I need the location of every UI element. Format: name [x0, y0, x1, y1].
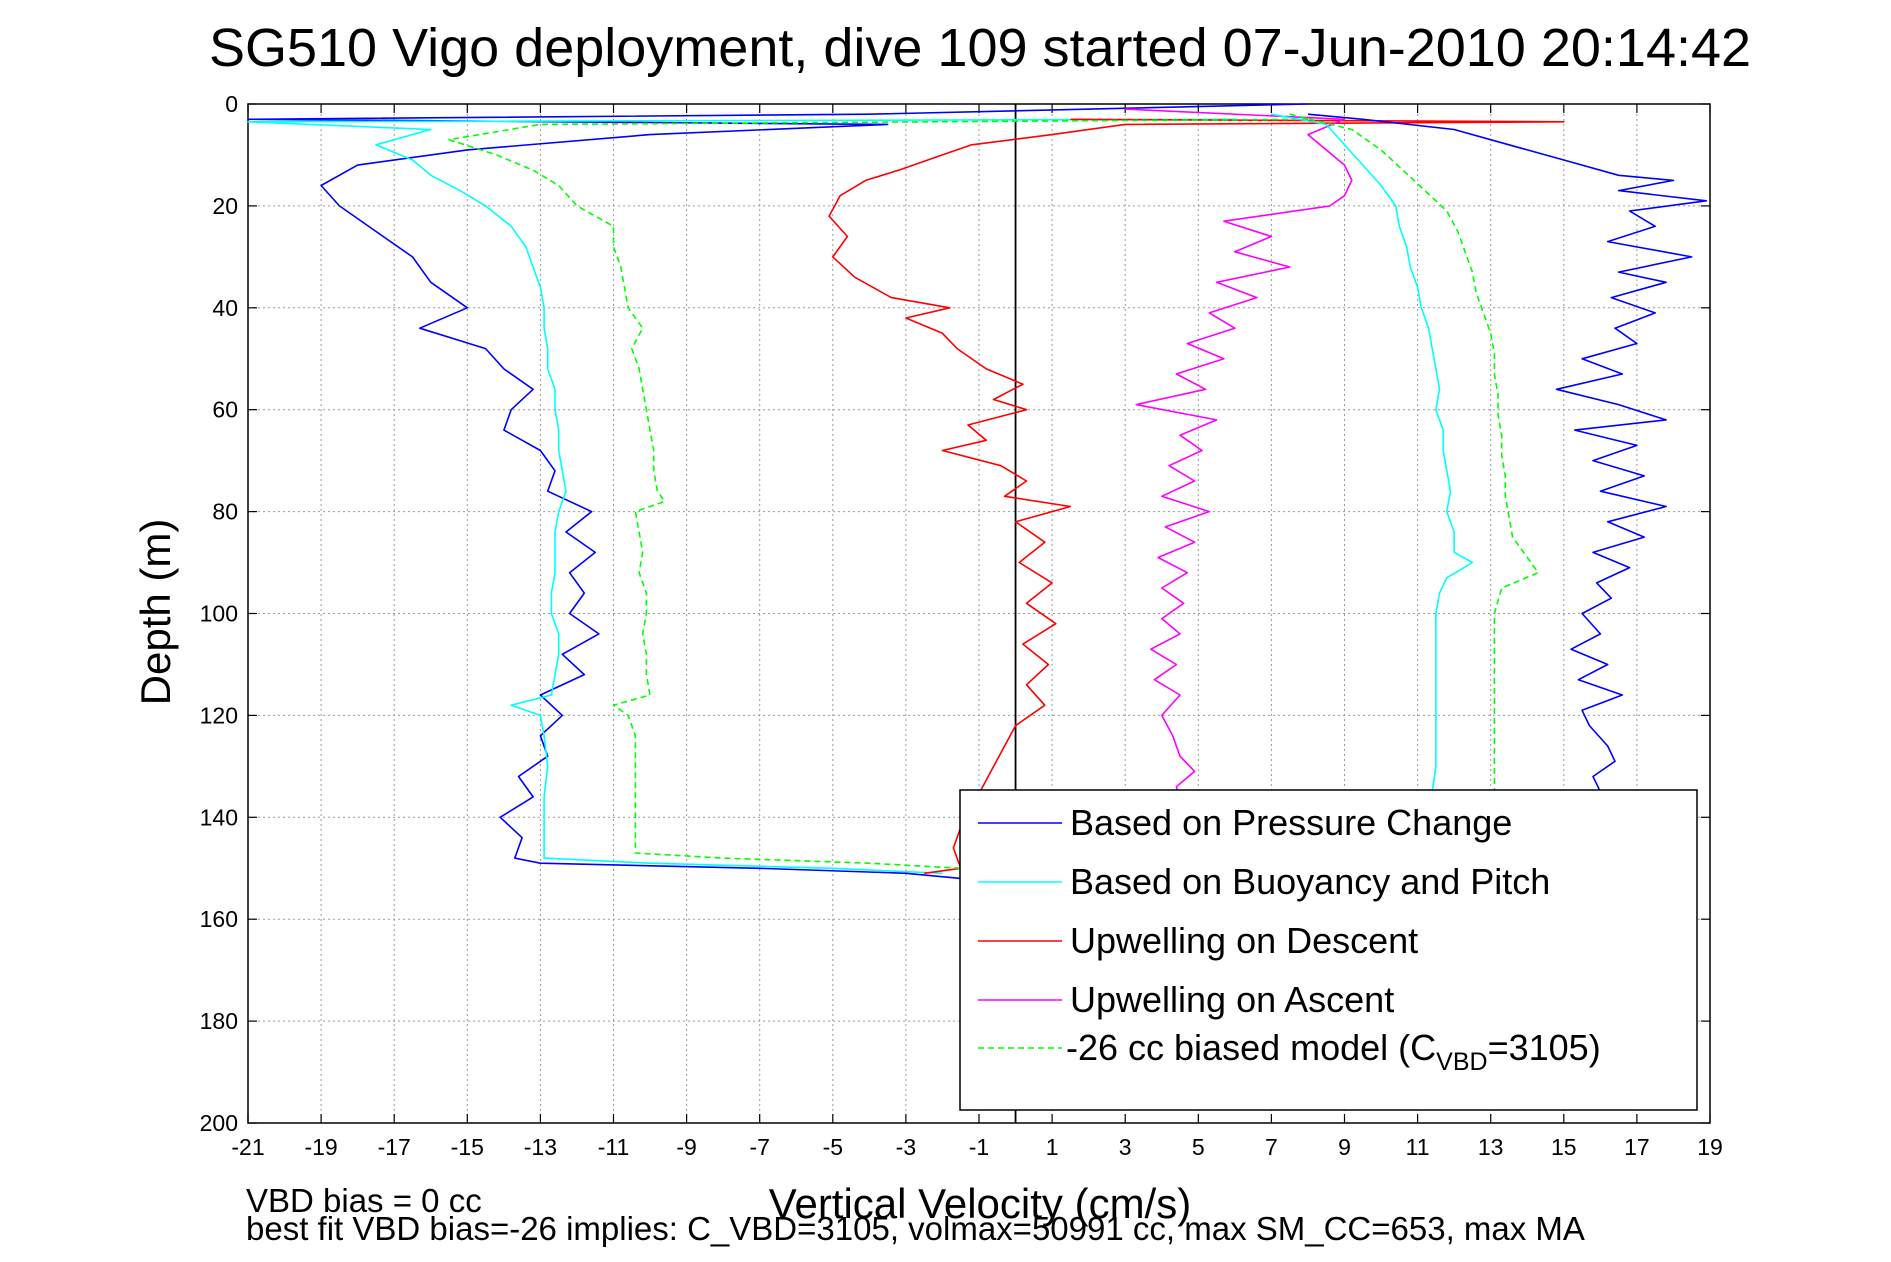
y-tick-label: 160 [200, 906, 238, 932]
series-line-5 [1307, 113, 1708, 793]
y-tick-label: 140 [200, 804, 238, 830]
x-tick-label: 19 [1697, 1134, 1723, 1160]
x-tick-label: 1 [1046, 1134, 1059, 1160]
x-tick-label: -7 [749, 1134, 769, 1160]
best-fit-note: best fit VBD bias=-26 implies: C_VBD=310… [246, 1210, 1585, 1247]
y-tick-label: 40 [212, 295, 238, 321]
y-tick-label: 60 [212, 397, 238, 423]
x-tick-label: 11 [1406, 1134, 1430, 1160]
y-axis-label: Depth (m) [132, 519, 179, 706]
x-tick-label: -1 [969, 1134, 989, 1160]
vbd-bias-note: VBD bias = 0 cc [246, 1182, 482, 1219]
legend-label: Based on Pressure Change [1070, 802, 1512, 843]
series-line-0 [247, 103, 1309, 880]
legend-label: Upwelling on Ascent [1070, 979, 1394, 1020]
series-layer [247, 103, 1708, 880]
x-tick-label: -9 [676, 1134, 696, 1160]
x-tick-label: 9 [1338, 1134, 1351, 1160]
y-tick-label: 0 [225, 91, 238, 117]
x-tick-label: -17 [378, 1134, 411, 1160]
y-tick-label: 20 [212, 193, 238, 219]
x-tick-label: 15 [1551, 1134, 1577, 1160]
legend-label: Based on Buoyancy and Pitch [1070, 861, 1550, 902]
x-tick-label: -3 [896, 1134, 916, 1160]
legend: Based on Pressure Change Based on Buoyanc… [959, 789, 1698, 1111]
y-tick-label: 120 [200, 702, 238, 728]
axis-ticks: -21 -19 -17 -15 -13 -11 -9 -7 -5 -3 -1 1 3 5 7 9 11 13 15 1… [200, 91, 1723, 1160]
x-tick-label: -5 [823, 1134, 843, 1160]
x-tick-label: 5 [1192, 1134, 1205, 1160]
series-line-4 [448, 118, 1309, 870]
y-tick-label: 100 [200, 601, 238, 627]
x-tick-label: -21 [231, 1134, 264, 1160]
y-tick-label: 80 [212, 499, 238, 525]
x-tick-label: -11 [598, 1134, 630, 1160]
series-line-2 [828, 118, 1565, 875]
x-axis-label: Vertical Velocity (cm/s) [769, 1180, 1191, 1227]
legend-label: Upwelling on Descent [1070, 920, 1418, 961]
legend-label-biased-model: -26 cc biased model (CVBD=3105) [1066, 1027, 1601, 1076]
series-line-7 [1289, 113, 1539, 792]
x-tick-label: 7 [1265, 1134, 1278, 1160]
series-line-3 [1125, 108, 1353, 818]
y-tick-label: 200 [200, 1110, 238, 1136]
chart-title: SG510 Vigo deployment, dive 109 started … [209, 18, 1751, 78]
x-tick-label: 13 [1478, 1134, 1504, 1160]
legend-box [959, 789, 1698, 1111]
x-tick-label: -13 [524, 1134, 557, 1160]
x-tick-label: 3 [1119, 1134, 1132, 1160]
x-tick-label: 17 [1624, 1134, 1650, 1160]
series-line-6 [1271, 113, 1474, 792]
x-tick-label: -15 [451, 1134, 484, 1160]
legend-entries: Based on Pressure Change Based on Buoyanc… [978, 802, 1601, 1076]
y-tick-label: 180 [200, 1008, 238, 1034]
series-line-1 [247, 118, 1235, 875]
x-tick-label: -19 [304, 1134, 337, 1160]
